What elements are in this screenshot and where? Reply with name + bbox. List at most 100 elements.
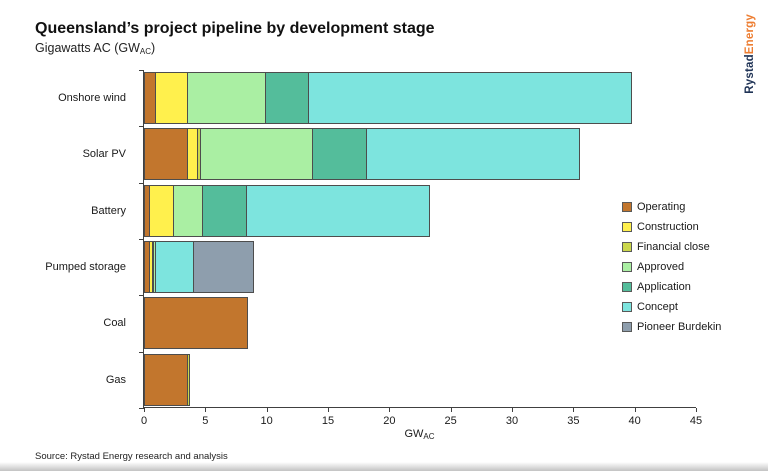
legend-item-application: Application: [622, 281, 721, 293]
x-axis-tick: [389, 408, 391, 412]
bar-segment-approved: [172, 184, 204, 237]
rystad-energy-logo-text: RystadEnergy: [744, 14, 756, 94]
legend-swatch-icon: [622, 222, 632, 232]
legend-item-concept: Concept: [622, 301, 721, 313]
x-axis-tick-label: 5: [202, 415, 209, 427]
legend-swatch-icon: [622, 202, 632, 212]
stacked-bar: [144, 353, 190, 406]
category-label-coal: Coal: [103, 317, 126, 330]
legend-label: Operating: [637, 201, 686, 213]
source-note: Source: Rystad Energy research and analy…: [35, 451, 228, 462]
legend-swatch-icon: [622, 302, 632, 312]
y-axis-tick: [139, 239, 144, 240]
legend-swatch-icon: [622, 242, 632, 252]
chart-title: Queensland’s project pipeline by develop…: [35, 20, 435, 37]
stacked-bar: [144, 72, 632, 124]
x-axis-tick: [573, 408, 575, 412]
bar-segment-application: [202, 184, 247, 237]
legend-item-construction: Construction: [622, 221, 721, 233]
rystad-energy-logo: RystadEnergy: [744, 14, 762, 126]
y-axis-tick: [139, 182, 144, 184]
bar-segment-concept: [366, 128, 581, 181]
x-axis-tick-label: 10: [260, 415, 273, 427]
legend: Operating Construction Financial close Appr…: [622, 201, 721, 341]
bar-segment-concept: [308, 72, 632, 124]
y-axis-tick: [139, 351, 144, 353]
y-axis-tick: [139, 408, 144, 409]
y-axis-tick: [139, 70, 144, 71]
bar-segment-construction: [155, 72, 189, 124]
bar-segment-concept: [154, 240, 195, 293]
x-axis-title-prefix: GW: [404, 428, 424, 440]
stacked-bar: [144, 240, 255, 293]
x-axis-tick-label: 20: [383, 415, 396, 427]
bar-segment-pioneer-burdekin: [193, 240, 255, 293]
x-axis-tick: [205, 408, 207, 412]
stacked-bar: [144, 128, 581, 181]
legend-label: Concept: [637, 301, 678, 313]
x-axis-tick: [634, 408, 636, 412]
x-axis-tick: [696, 408, 697, 412]
stacked-bar: [144, 184, 430, 237]
legend-swatch-icon: [622, 262, 632, 272]
bar-row-solar-pv: [144, 126, 696, 182]
x-axis-tick: [328, 408, 329, 412]
y-axis-tick: [139, 126, 144, 128]
legend-label: Approved: [637, 261, 685, 273]
legend-label: Application: [637, 281, 691, 293]
x-axis-tick: [450, 408, 452, 412]
x-axis-tick: [144, 408, 145, 412]
bar-segment-concept: [245, 184, 430, 237]
subtitle-subscript: AC: [139, 47, 152, 56]
category-label-pumped-storage: Pumped storage: [45, 261, 126, 274]
chart-subtitle: Gigawatts AC (GWAC): [35, 41, 155, 56]
legend-item-operating: Operating: [622, 201, 721, 213]
bar-segment-operating: [144, 128, 189, 181]
category-label-solar-pv: Solar PV: [82, 148, 126, 161]
legend-label: Financial close: [637, 241, 710, 253]
legend-item-financial-close: Financial close: [622, 241, 721, 253]
logo-part-energy: Energy: [744, 14, 756, 55]
bar-row-battery: [144, 183, 696, 239]
category-label-battery: Battery: [91, 204, 126, 217]
x-axis-tick-label: 0: [140, 415, 148, 427]
x-axis-title-subscript: AC: [423, 432, 435, 441]
bar-segment-application: [312, 128, 368, 181]
bar-segment-construction: [149, 184, 174, 237]
x-axis-tick: [512, 408, 513, 412]
legend-label: Construction: [637, 221, 699, 233]
bar-segment-approved: [187, 72, 267, 124]
x-axis-tick-label: 15: [321, 415, 335, 427]
bar-row-onshore-wind: [144, 70, 696, 126]
bar-segment-operating: [144, 353, 189, 406]
x-axis-tick-label: 35: [567, 415, 580, 427]
bar-segment-application: [265, 72, 310, 124]
x-axis-tick-label: 40: [628, 415, 641, 427]
legend-item-approved: Approved: [622, 261, 721, 273]
x-axis-tick-label: 25: [444, 415, 457, 427]
bar-segment-financial-close: [187, 353, 190, 406]
bar-row-coal: [144, 295, 696, 351]
bar-row-gas: [144, 352, 696, 408]
logo-part-rystad: Rystad: [744, 54, 756, 94]
y-axis-tick: [139, 295, 144, 297]
x-axis-tick-label: 30: [505, 415, 519, 427]
category-label-onshore-wind: Onshore wind: [58, 92, 126, 105]
legend-swatch-icon: [622, 282, 632, 292]
subtitle-suffix: ): [151, 41, 156, 55]
plot-area: 0 5 10 15 20 25 30 35 40 45: [139, 70, 702, 427]
legend-item-pioneer-burdekin: Pioneer Burdekin: [622, 321, 721, 333]
category-label-gas: Gas: [105, 373, 126, 386]
x-axis-title: GWAC: [143, 428, 696, 441]
category-axis-labels: Onshore wind Solar PV Battery Pumped storag…: [0, 70, 135, 408]
subtitle-prefix: Gigawatts AC (GW: [35, 41, 140, 55]
legend-swatch-icon: [622, 322, 632, 332]
bar-segment-operating: [144, 297, 249, 350]
legend-label: Pioneer Burdekin: [637, 321, 722, 333]
stacked-bar: [144, 297, 249, 350]
bottom-shadow-strip: [0, 462, 768, 471]
x-axis-tick-label: 45: [689, 415, 703, 427]
bar-row-pumped-storage: [144, 239, 696, 295]
x-axis-tick: [266, 408, 268, 412]
